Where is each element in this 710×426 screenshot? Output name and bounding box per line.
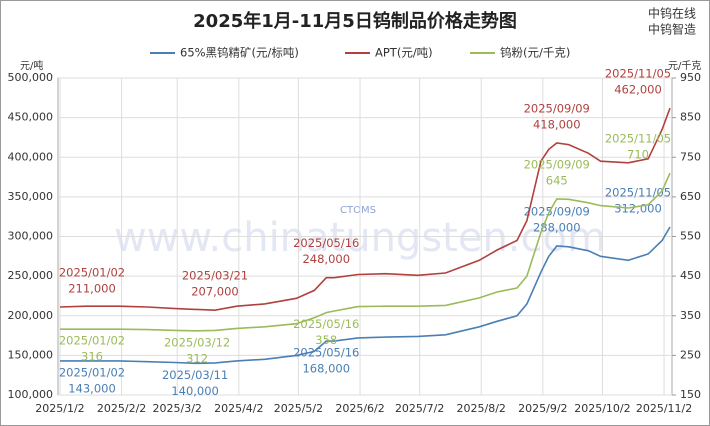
data-label: 645	[546, 173, 568, 187]
chart-title: 2025年1月-11月5日钨制品价格走势图	[193, 10, 517, 32]
annotation-date: 2025/09/09	[524, 205, 590, 219]
data-label: 143,000	[68, 381, 116, 395]
series-line	[59, 107, 671, 312]
y2-axis-label: 元/千克	[668, 60, 701, 72]
legend-label: APT(元/吨)	[375, 46, 433, 60]
x-tick-label: 2025/6/2	[335, 402, 384, 415]
data-label: 316	[81, 350, 103, 364]
annotation-date: 2025/05/16	[293, 346, 359, 360]
annotation-date: 2025/11/05	[605, 67, 671, 81]
y-tick-label: 250,000	[8, 269, 54, 282]
annotation-date: 2025/01/02	[59, 334, 125, 348]
y2-tick-label: 250	[680, 348, 701, 361]
x-tick-label: 2025/8/2	[457, 402, 506, 415]
y-tick-label: 500,000	[8, 71, 54, 84]
x-tick-label: 2025/3/2	[153, 402, 202, 415]
y-axis-label: 元/吨	[20, 59, 43, 72]
data-label: 358	[315, 333, 337, 347]
annotation-date: 2025/01/02	[59, 365, 125, 379]
annotation-date: 2025/11/05	[605, 132, 671, 146]
data-label: 312	[186, 351, 208, 365]
annotation-date: 2025/03/21	[182, 269, 248, 283]
y2-tick-label: 350	[680, 309, 701, 322]
data-label: 710	[627, 148, 649, 162]
y2-tick-label: 950	[680, 71, 701, 84]
brand: 中钨智造	[648, 22, 696, 37]
series-line	[60, 172, 671, 332]
y-tick-label: 200,000	[8, 309, 54, 322]
data-label: 207,000	[191, 285, 239, 299]
x-tick-label: 2025/11/2	[636, 402, 692, 415]
annotation-date: 2025/03/12	[164, 335, 230, 349]
data-label: 211,000	[68, 282, 116, 296]
y-tick-label: 300,000	[8, 230, 54, 243]
annotation-date: 2025/05/16	[293, 317, 359, 331]
y-tick-label: 400,000	[8, 150, 54, 163]
x-tick-label: 2025/5/2	[274, 402, 323, 415]
logo: CTOMS	[340, 205, 376, 216]
y2-tick-label: 650	[680, 190, 701, 203]
y-tick-label: 150,000	[8, 348, 54, 361]
y2-tick-label: 750	[680, 150, 701, 163]
data-label: 312,000	[614, 201, 662, 215]
y2-tick-label: 550	[680, 230, 701, 243]
x-tick-label: 2025/9/2	[518, 402, 567, 415]
x-tick-label: 2025/4/2	[214, 402, 263, 415]
data-label: 140,000	[171, 384, 219, 398]
legend-label: 65%黑钨精矿(元/标吨)	[180, 46, 299, 60]
data-label: 462,000	[614, 83, 662, 97]
brand: 中钨在线	[648, 6, 696, 21]
x-tick-label: 2025/1/2	[35, 402, 84, 415]
y2-tick-label: 150	[680, 388, 701, 401]
data-label: 168,000	[302, 362, 350, 376]
y-tick-label: 450,000	[8, 111, 54, 124]
x-tick-label: 2025/10/2	[574, 402, 630, 415]
annotation-date: 2025/03/11	[162, 368, 228, 382]
annotation-date: 2025/05/16	[293, 236, 359, 250]
data-label: 418,000	[533, 117, 581, 131]
annotation-date: 2025/09/09	[524, 101, 590, 115]
annotation-date: 2025/11/05	[605, 185, 671, 199]
y2-tick-label: 850	[680, 111, 701, 124]
legend-label: 钨粉(元/千克)	[500, 46, 570, 60]
x-tick-label: 2025/7/2	[395, 402, 444, 415]
x-tick-label: 2025/2/2	[97, 402, 146, 415]
annotation-date: 2025/09/09	[524, 157, 590, 171]
y-tick-label: 350,000	[8, 190, 54, 203]
y-tick-label: 100,000	[8, 388, 54, 401]
y2-tick-label: 450	[680, 269, 701, 282]
series-line	[60, 226, 671, 365]
data-label: 248,000	[302, 252, 350, 266]
annotation-date: 2025/01/02	[59, 266, 125, 280]
